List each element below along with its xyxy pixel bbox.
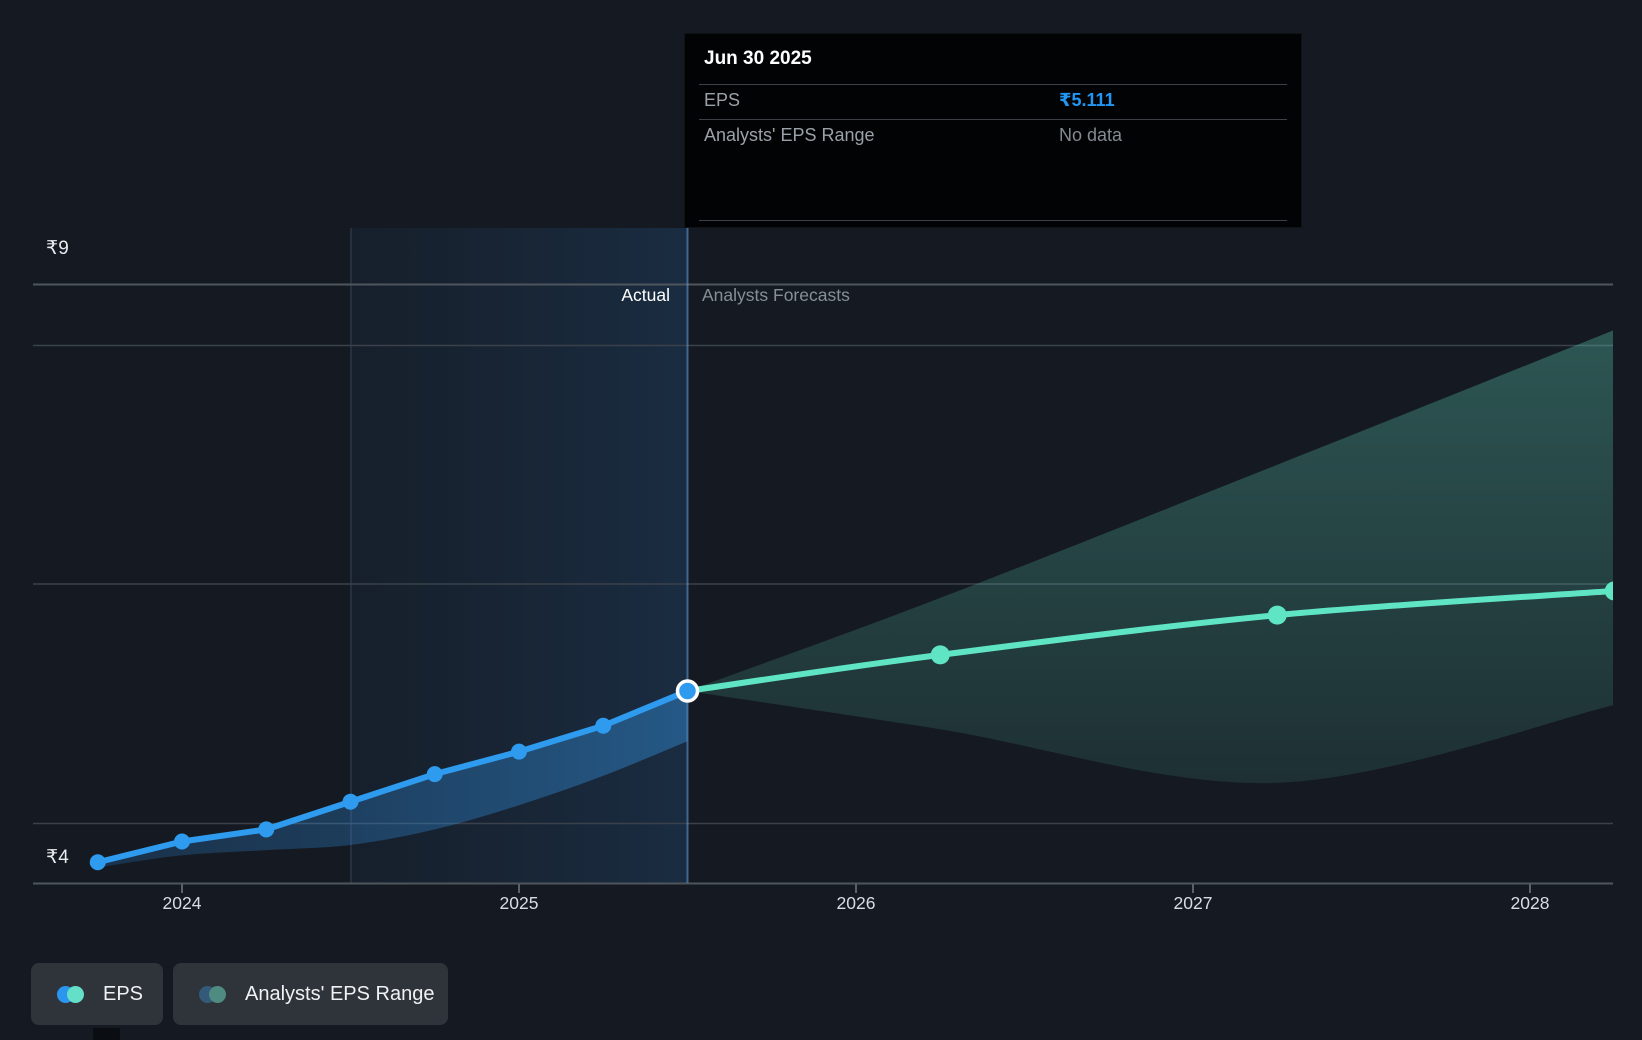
tooltip-eps-value: ₹5.111 [1059, 90, 1115, 110]
eps-teal-dot-icon [67, 985, 84, 1003]
eps-legend-icon [57, 985, 84, 1003]
tooltip-date: Jun 30 2025 [704, 48, 812, 69]
tooltip-divider [699, 84, 1287, 85]
y-axis-label-top: ₹9 [46, 238, 70, 259]
legend-chip-eps[interactable]: EPS [31, 963, 163, 1025]
range-teal-dot-icon [209, 985, 226, 1003]
tooltip-divider [699, 119, 1287, 120]
forecast-phase-label: Analysts Forecasts [702, 285, 850, 305]
range-legend-icon [199, 985, 226, 1003]
tooltip-eps-label: EPS [704, 90, 741, 110]
legend-chip-analysts-eps-range[interactable]: Analysts' EPS Range [173, 963, 448, 1025]
legend-range-label: Analysts' EPS Range [245, 982, 435, 1005]
bottom-notch [93, 1028, 120, 1040]
x-axis-label-2028: 2028 [1510, 893, 1550, 913]
hover-tooltip: Jun 30 2025 EPS ₹5.111 Analysts' EPS Ran… [684, 33, 1302, 228]
legend-eps-label: EPS [103, 982, 144, 1005]
actual-phase-label: Actual [621, 285, 670, 305]
tooltip-divider [699, 220, 1287, 221]
y-axis-label-bottom: ₹4 [46, 847, 70, 868]
x-axis-label-2025: 2025 [499, 893, 539, 913]
x-axis-label-2024: 2024 [162, 893, 202, 913]
x-axis-label-2027: 2027 [1173, 893, 1213, 913]
x-axis-label-2026: 2026 [836, 893, 876, 913]
tooltip-range-value: No data [1059, 125, 1123, 145]
tooltip-range-label: Analysts' EPS Range [704, 125, 875, 145]
